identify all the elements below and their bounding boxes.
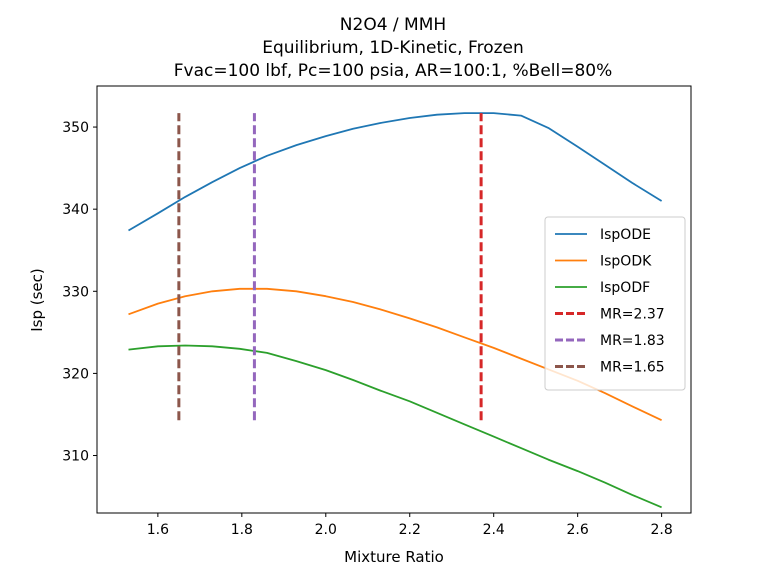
y-tick-label: 340 [62,202,89,218]
legend-entry: IspODE [600,227,651,243]
title-line-3: Fvac=100 lbf, Pc=100 psia, AR=100:1, %Be… [174,61,613,81]
y-axis: 310 320 330 340 350 [62,120,97,465]
axes-frame [96,85,692,514]
y-axis-label: Isp (sec) [28,268,46,332]
x-tick-label: 2.4 [483,522,505,538]
x-tick-label: 1.6 [147,522,169,538]
title-line-2: Equilibrium, 1D-Kinetic, Frozen [262,38,524,58]
x-tick-label: 2.6 [567,522,589,538]
y-tick-label: 320 [62,366,89,382]
x-tick-label: 2.2 [399,522,421,538]
series-line-ispodf [128,344,662,509]
x-axis-label: Mixture Ratio [344,548,444,566]
x-tick-label: 2.8 [650,522,672,538]
legend-entry: MR=2.37 [600,307,665,323]
y-tick-label: 350 [62,120,89,136]
legend-entry: IspODK [600,254,652,270]
legend-entry: IspODF [600,280,650,296]
chart-title: N2O4 / MMH Equilibrium, 1D-Kinetic, Froz… [174,15,613,81]
x-tick-label: 2.0 [315,522,337,538]
title-line-1: N2O4 / MMH [340,15,446,35]
legend: IspODE IspODK IspODF MR=2.37 MR=1.83 MR=1.65 [544,216,686,391]
x-axis: 1.6 1.8 2.0 2.2 2.4 2.6 2.8 [147,513,673,538]
series-line-ispode [128,112,663,232]
y-tick-label: 330 [62,284,89,300]
legend-entry: MR=1.83 [600,333,665,349]
x-tick-label: 1.8 [231,522,253,538]
legend-entry: MR=1.65 [600,360,665,376]
y-tick-label: 310 [62,449,89,465]
